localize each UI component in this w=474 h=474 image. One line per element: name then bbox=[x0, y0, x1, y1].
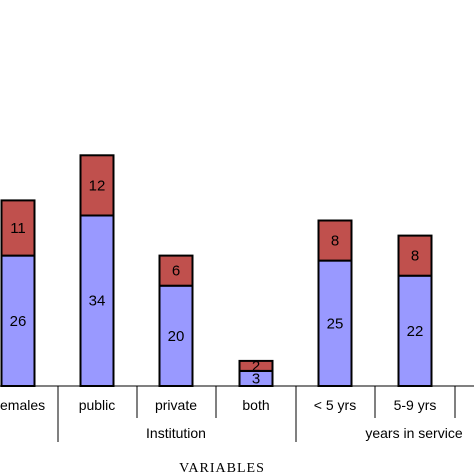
data-label-lower-5: 22 bbox=[407, 323, 424, 340]
data-label-lower-3: 3 bbox=[252, 371, 260, 388]
tick-label-3: both bbox=[242, 397, 269, 413]
data-label-lower-1: 34 bbox=[89, 293, 106, 310]
bar-segment-upper-0 bbox=[0, 199, 36, 257]
group-label-0: Institution bbox=[146, 425, 206, 441]
bar-segment-upper-1 bbox=[79, 154, 115, 217]
data-label-lower-0: 26 bbox=[10, 313, 27, 330]
data-label-upper-1: 12 bbox=[89, 177, 106, 194]
tick-label-2: private bbox=[155, 397, 197, 413]
data-label-upper-3: 2 bbox=[252, 358, 260, 375]
bar-segment-upper-4 bbox=[317, 219, 353, 262]
data-label-upper-5: 8 bbox=[411, 248, 419, 265]
bar-segment-lower-5 bbox=[397, 274, 433, 388]
tick-label-1: public bbox=[79, 397, 116, 413]
data-label-upper-0: 11 bbox=[10, 220, 26, 237]
data-label-upper-2: 6 bbox=[172, 263, 180, 280]
bar-segment-upper-3 bbox=[238, 359, 274, 372]
x-axis bbox=[0, 385, 474, 442]
group-labels: Institution years in service bbox=[146, 425, 463, 441]
data-label-upper-4: 8 bbox=[331, 233, 339, 250]
tick-label-4: < 5 yrs bbox=[314, 397, 356, 413]
group-label-1: years in service bbox=[365, 425, 462, 441]
tick-label-5: 5-9 yrs bbox=[394, 397, 437, 413]
tick-label-0: emales bbox=[0, 397, 45, 413]
x-tick-labels: emales public private both < 5 yrs 5-9 yrs bbox=[0, 397, 436, 413]
bar-segment-upper-5 bbox=[397, 234, 433, 277]
x-axis-title: VARIABLES bbox=[179, 461, 265, 474]
bars-layer: 26 11 34 12 20 6 32 25 8 22 8 bbox=[0, 154, 433, 388]
bar-segment-lower-0 bbox=[0, 254, 36, 387]
data-label-lower-2: 20 bbox=[168, 328, 185, 345]
data-label-lower-4: 25 bbox=[327, 315, 344, 332]
bar-segment-upper-2 bbox=[158, 254, 194, 287]
